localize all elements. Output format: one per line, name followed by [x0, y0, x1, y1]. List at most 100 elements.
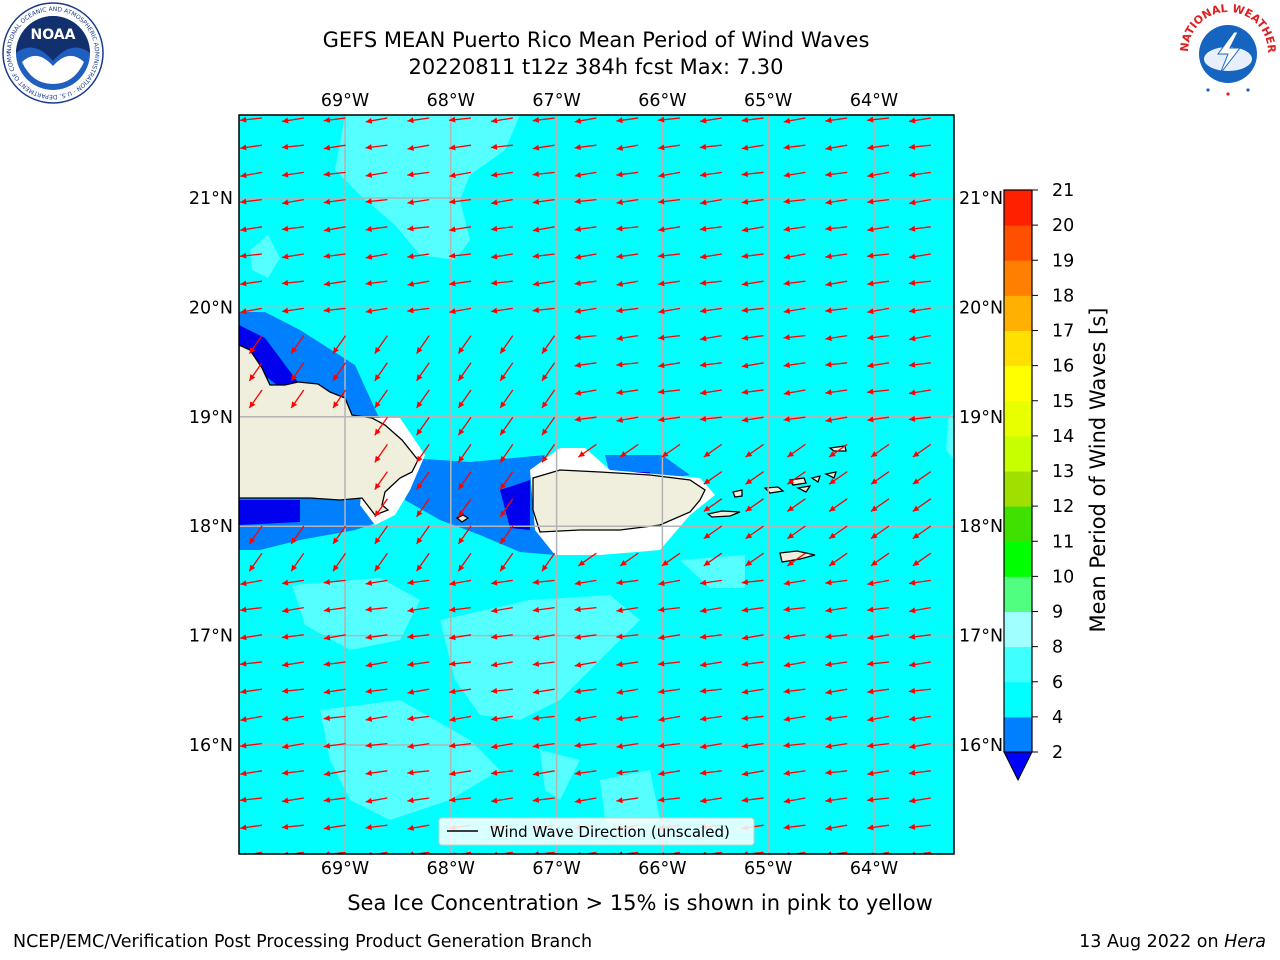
- wave-direction-arrow: [499, 362, 514, 382]
- wave-direction-arrow: [457, 416, 472, 436]
- lat-label-left: 21°N: [189, 189, 233, 209]
- wave-direction-arrow: [787, 552, 806, 567]
- colorbar-tick-label: 4: [1052, 708, 1063, 728]
- wave-direction-arrow: [574, 307, 597, 314]
- wave-direction-arrow: [407, 797, 430, 804]
- wave-direction-arrow: [908, 117, 931, 124]
- wave-direction-arrow: [532, 198, 555, 205]
- wave-direction-arrow: [499, 471, 514, 490]
- wave-direction-arrow: [281, 253, 304, 260]
- wave-direction-arrow: [407, 198, 430, 206]
- wave-direction-arrow: [449, 579, 472, 587]
- wave-direction-arrow: [323, 579, 346, 586]
- wave-direction-arrow: [541, 335, 556, 354]
- wave-direction-arrow: [912, 471, 932, 485]
- wave-direction-arrow: [616, 198, 639, 206]
- wave-direction-arrow: [365, 634, 388, 640]
- wave-direction-arrow: [532, 770, 555, 777]
- wave-direction-arrow: [490, 797, 513, 804]
- wave-direction-arrow: [658, 334, 681, 341]
- wave-direction-arrow: [616, 361, 639, 368]
- colorbar: 2 4 6 8 9 10 11 12 13 14 15 16 17 18 19 20 21: [1003, 181, 1074, 782]
- wave-direction-arrow: [787, 443, 806, 458]
- wave-direction-arrow: [491, 606, 513, 614]
- colorbar-tick-label: 17: [1052, 322, 1074, 342]
- wave-direction-arrow: [867, 606, 890, 613]
- colorbar-tick-label: 13: [1052, 462, 1074, 482]
- wave-direction-arrow: [867, 579, 890, 587]
- wave-direction-arrow: [365, 824, 388, 831]
- wave-direction-arrow: [281, 579, 304, 586]
- wave-direction-arrow: [699, 715, 722, 722]
- wave-direction-arrow: [574, 117, 597, 124]
- wave-direction-arrow: [416, 498, 430, 518]
- wave-direction-arrow: [699, 797, 722, 804]
- wave-direction-arrow: [374, 471, 388, 490]
- wave-direction-arrow: [783, 389, 806, 396]
- wave-direction-arrow: [499, 389, 514, 409]
- wave-direction-arrow: [240, 226, 263, 233]
- vieques-island: [706, 510, 741, 518]
- wave-direction-arrow: [532, 280, 555, 287]
- wave-direction-arrow: [616, 117, 639, 124]
- wave-direction-arrow: [783, 144, 806, 151]
- colorbar-tick-label: 20: [1052, 216, 1074, 236]
- colorbar-tick-label: 2: [1052, 743, 1063, 763]
- wave-direction-arrow: [870, 443, 890, 458]
- wave-direction-arrow: [282, 742, 304, 750]
- wave-direction-arrow: [457, 525, 472, 545]
- wave-direction-arrow: [323, 688, 346, 695]
- wave-direction-arrow: [491, 742, 513, 750]
- wave-direction-arrow: [574, 253, 597, 260]
- wave-direction-arrow: [745, 443, 764, 458]
- wave-direction-arrow: [825, 253, 848, 260]
- lon-label-top: 64°W: [850, 91, 898, 111]
- virgin-islands: [732, 445, 847, 498]
- wave-direction-arrow: [867, 307, 890, 315]
- wave-direction-arrow: [909, 606, 931, 614]
- wave-direction-arrow: [365, 797, 388, 804]
- wave-direction-arrow: [490, 633, 513, 640]
- lat-label-right: 20°N: [959, 298, 1003, 318]
- wave-direction-arrow: [416, 335, 430, 354]
- wave-direction-arrow: [407, 144, 430, 151]
- wave-direction-arrow: [490, 143, 513, 150]
- wave-direction-arrow: [616, 389, 639, 396]
- wave-direction-arrow: [365, 117, 388, 124]
- wave-direction-arrow: [532, 634, 555, 641]
- wave-direction-arrow: [449, 198, 472, 205]
- wave-direction-arrow: [574, 579, 597, 586]
- colorbar-segment: [1004, 400, 1032, 437]
- lon-label-bottom: 69°W: [321, 859, 369, 879]
- chart-title: GEFS MEAN Puerto Rico Mean Period of Win…: [322, 28, 870, 52]
- wave-direction-arrow: [658, 579, 681, 587]
- wave-direction-arrow: [699, 253, 722, 260]
- footer-credit: NCEP/EMC/Verification Post Processing Pr…: [13, 932, 593, 952]
- wave-direction-arrow: [407, 715, 430, 722]
- wave-direction-arrow: [699, 117, 722, 124]
- noaa-logo-icon: NATIONAL OCEANIC AND ATMOSPHERIC ADMINIS…: [2, 2, 104, 104]
- wave-direction-arrow: [867, 171, 890, 179]
- wave-direction-arrow: [457, 444, 472, 463]
- wave-direction-arrow: [281, 307, 304, 314]
- wave-direction-arrow: [281, 769, 304, 776]
- wave-direction-arrow: [281, 279, 304, 286]
- colorbar-segment: [1004, 646, 1032, 683]
- wave-direction-arrow: [240, 198, 263, 205]
- wave-direction-arrow: [699, 415, 722, 422]
- wave-direction-arrow: [374, 525, 388, 545]
- wave-direction-arrow: [499, 416, 514, 436]
- wave-direction-arrow: [699, 389, 722, 396]
- wave-direction-arrow: [699, 225, 722, 232]
- wave-direction-arrow: [699, 633, 722, 640]
- wave-direction-arrow: [374, 552, 388, 572]
- colorbar-segment: [1004, 260, 1032, 296]
- colorbar-tick-label: 14: [1052, 427, 1074, 447]
- lat-label-left: 19°N: [189, 408, 233, 428]
- wave-direction-arrow: [457, 335, 472, 354]
- wave-direction-arrow: [407, 253, 430, 260]
- wave-direction-arrow: [281, 797, 304, 804]
- wave-direction-arrow: [578, 443, 597, 458]
- wave-direction-arrow: [499, 552, 514, 572]
- lat-label-right: 21°N: [959, 189, 1003, 209]
